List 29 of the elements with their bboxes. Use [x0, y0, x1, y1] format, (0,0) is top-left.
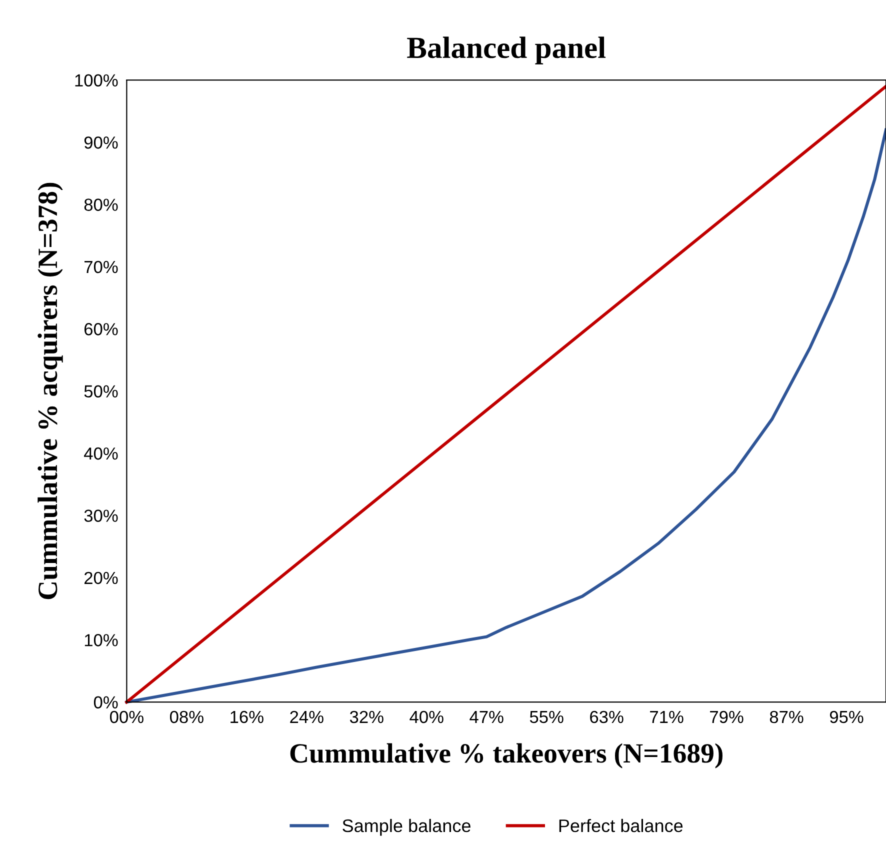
- x-tick-label: 55%: [530, 710, 564, 724]
- x-tick-label: 95%: [830, 710, 864, 724]
- x-tick-label: 63%: [590, 710, 624, 724]
- x-tick-label: 08%: [170, 710, 204, 724]
- y-tick-label: 100%: [75, 74, 118, 87]
- x-axis-title: Cummulative % takeovers (N=1689): [290, 743, 723, 768]
- y-tick-label: 30%: [84, 510, 118, 522]
- y-tick-label: 50%: [84, 385, 118, 398]
- y-tick-label: 80%: [84, 198, 118, 211]
- x-tick-label: 71%: [650, 710, 684, 724]
- x-tick-label: 79%: [710, 710, 744, 724]
- y-tick-label: 20%: [84, 572, 118, 584]
- y-tick-label: 60%: [84, 323, 118, 336]
- x-tick-label: 00%: [110, 710, 144, 724]
- y-tick-label: 90%: [84, 136, 118, 149]
- x-tick-label: 47%: [470, 710, 504, 724]
- y-tick-label: 40%: [84, 447, 118, 460]
- x-tick-label: 16%: [230, 710, 264, 724]
- chart-title: Balanced panel: [407, 36, 606, 64]
- y-axis-title: Cummulative % acquirers (N=378): [38, 182, 63, 600]
- x-tick-label: 87%: [770, 710, 804, 724]
- y-tick-label: 0%: [94, 696, 118, 709]
- y-tick-label: 10%: [84, 634, 118, 646]
- x-tick-label: 24%: [290, 710, 324, 724]
- x-tick-label: 40%: [410, 710, 444, 724]
- legend-label: Perfect balance: [559, 818, 683, 832]
- y-tick-label: 70%: [84, 260, 118, 274]
- legend-label: Sample balance: [342, 818, 470, 836]
- x-tick-label: 32%: [350, 710, 384, 724]
